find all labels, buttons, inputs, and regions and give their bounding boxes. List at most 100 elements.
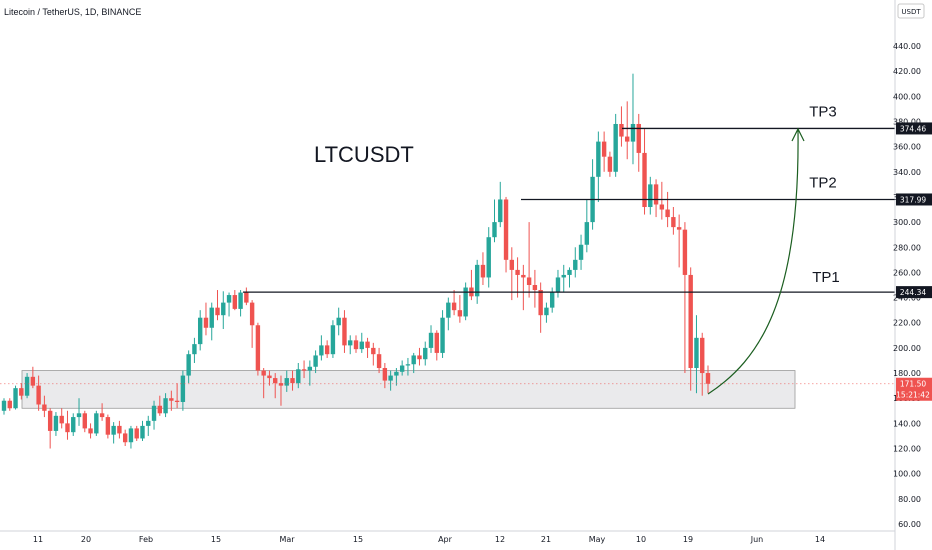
candle bbox=[307, 360, 313, 386]
date-tick-label: Jun bbox=[750, 535, 764, 544]
level-price-tag bbox=[896, 122, 932, 135]
candle bbox=[365, 337, 370, 358]
candle bbox=[498, 181, 503, 228]
date-tick-label: 15 bbox=[353, 535, 363, 544]
candle bbox=[434, 330, 439, 361]
candle bbox=[180, 370, 186, 411]
projection-arrow bbox=[707, 129, 799, 395]
date-tick-label: 19 bbox=[683, 535, 693, 544]
candle bbox=[128, 425, 134, 449]
candle bbox=[561, 264, 566, 293]
candle bbox=[197, 310, 203, 351]
candle bbox=[399, 360, 405, 376]
price-tick-label: 180.00 bbox=[893, 369, 921, 378]
candle bbox=[36, 375, 41, 411]
candle bbox=[688, 267, 693, 391]
date-tick-label: Feb bbox=[139, 535, 153, 544]
candle bbox=[284, 370, 289, 392]
candle bbox=[705, 365, 711, 394]
symbol-title: Litecoin / TetherUS, 1D, BINANCE bbox=[4, 7, 142, 17]
candle bbox=[549, 287, 555, 313]
candle bbox=[446, 297, 451, 331]
price-tick-label: 400.00 bbox=[893, 92, 921, 101]
candle bbox=[428, 325, 434, 353]
candle bbox=[451, 290, 457, 316]
candle bbox=[653, 179, 659, 218]
price-tags: 244.34 317.99 374.46 171.50 15:21:42 bbox=[896, 122, 932, 401]
candle bbox=[203, 302, 209, 336]
candle bbox=[94, 410, 99, 436]
candle bbox=[82, 410, 87, 433]
candle bbox=[474, 259, 480, 304]
candle bbox=[324, 340, 330, 358]
date-tick-label: 14 bbox=[815, 535, 825, 544]
candle bbox=[226, 292, 232, 317]
date-tick-label: 20 bbox=[81, 535, 91, 544]
candle bbox=[261, 368, 266, 399]
candle bbox=[636, 113, 641, 172]
level-label: TP2 bbox=[809, 174, 837, 191]
candle bbox=[521, 264, 526, 311]
candle bbox=[134, 425, 139, 441]
candle bbox=[630, 73, 636, 165]
price-tick-label: 120.00 bbox=[893, 445, 921, 454]
candle bbox=[342, 310, 347, 353]
candle bbox=[469, 269, 474, 301]
level-price-tag bbox=[896, 286, 932, 299]
candle bbox=[359, 332, 364, 353]
chart-annotation-title: LTCUSDT bbox=[314, 142, 414, 167]
candle bbox=[348, 335, 353, 355]
price-tick-label: 260.00 bbox=[893, 268, 921, 277]
candle bbox=[532, 269, 538, 308]
candle bbox=[590, 159, 595, 230]
candle bbox=[526, 222, 532, 298]
current-price-tag bbox=[896, 377, 932, 401]
candle bbox=[76, 398, 82, 426]
price-tick-label: 420.00 bbox=[893, 67, 921, 76]
candle bbox=[140, 420, 145, 441]
candle bbox=[117, 420, 122, 439]
candle bbox=[313, 350, 318, 374]
price-tick-label: 300.00 bbox=[893, 218, 921, 227]
price-axis[interactable]: 440.00420.00400.00380.00360.00340.00320.… bbox=[893, 0, 932, 550]
date-tick-label: Mar bbox=[279, 535, 295, 544]
candle bbox=[440, 310, 445, 358]
candle bbox=[423, 341, 428, 366]
price-tick-label: 340.00 bbox=[893, 168, 921, 177]
date-tick-label: 15 bbox=[211, 535, 221, 544]
date-tick-label: 10 bbox=[636, 535, 646, 544]
candle bbox=[65, 410, 70, 440]
candle bbox=[232, 290, 238, 311]
candle bbox=[503, 196, 509, 273]
candle bbox=[665, 191, 670, 228]
candle bbox=[659, 181, 665, 220]
candle bbox=[700, 332, 705, 396]
candle bbox=[601, 131, 607, 172]
projection-arrow-head bbox=[791, 127, 805, 142]
candle bbox=[682, 222, 688, 374]
candle bbox=[642, 129, 647, 215]
candle bbox=[405, 357, 411, 376]
price-tick-label: 60.00 bbox=[898, 520, 921, 529]
price-tick-label: 440.00 bbox=[893, 42, 921, 51]
candle bbox=[411, 352, 416, 374]
candle bbox=[24, 373, 30, 399]
candle bbox=[567, 267, 572, 288]
candle bbox=[353, 335, 359, 353]
level-price-text: 317.99 bbox=[900, 195, 926, 204]
candle bbox=[267, 370, 272, 386]
candle bbox=[146, 415, 151, 436]
candle bbox=[544, 302, 549, 323]
candle bbox=[215, 290, 220, 321]
candle bbox=[238, 290, 243, 317]
candle bbox=[584, 199, 590, 253]
candle bbox=[555, 269, 561, 298]
candle bbox=[105, 414, 111, 439]
candle bbox=[394, 368, 399, 386]
candle bbox=[174, 383, 180, 409]
price-tick-label: 80.00 bbox=[898, 495, 921, 504]
candle bbox=[648, 176, 653, 215]
currency-button[interactable]: USDT bbox=[897, 3, 925, 19]
time-axis[interactable]: 11 20 Feb 15 Mar 15 Apr 12 21 May 10 19 Jun 14 bbox=[0, 530, 895, 544]
